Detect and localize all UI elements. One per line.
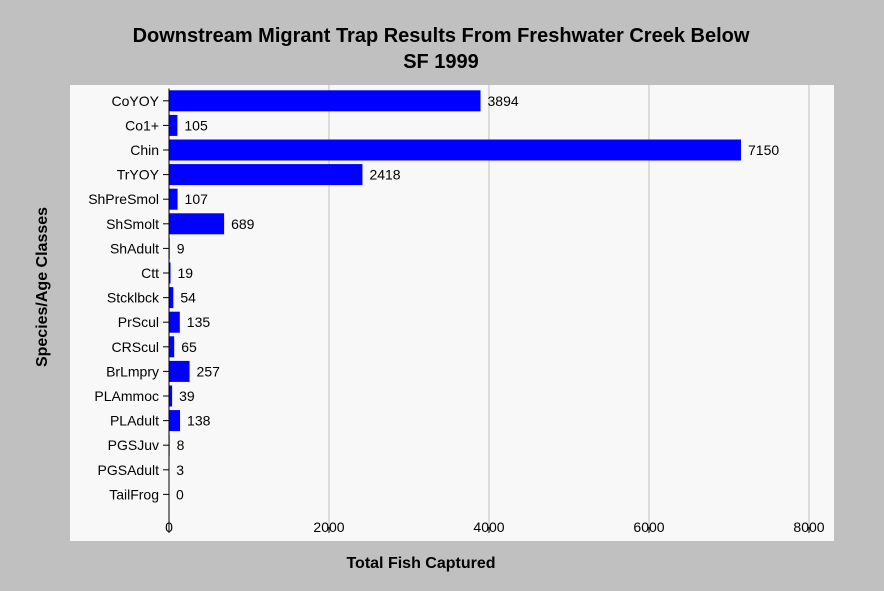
value-label: 65: [181, 339, 197, 355]
plot-area: [70, 85, 834, 541]
value-label: 3: [176, 462, 184, 478]
bar: [169, 311, 180, 333]
value-label: 8: [177, 437, 185, 453]
x-tick-label: 6000: [633, 519, 664, 535]
value-label: 689: [231, 216, 255, 232]
category-label: BrLmpry: [106, 363, 159, 379]
category-label: CRScul: [112, 339, 159, 355]
chart-title-line-2: SF 1999: [403, 51, 479, 73]
axes: [163, 88, 810, 533]
category-label: Co1+: [125, 117, 159, 133]
value-label: 3894: [488, 93, 519, 109]
bar: [169, 262, 171, 284]
category-label: Ctt: [141, 265, 159, 281]
bar: [169, 188, 178, 210]
bar: [169, 90, 481, 112]
bar: [169, 139, 741, 161]
bar: [169, 336, 175, 358]
chart-title-line-1: Downstream Migrant Trap Results From Fre…: [133, 25, 750, 47]
category-label: Stcklbck: [107, 290, 160, 306]
value-label: 107: [185, 191, 209, 207]
category-label: ShSmolt: [106, 216, 159, 232]
bar: [169, 114, 178, 136]
x-tick-label: 2000: [313, 519, 344, 535]
bars: [169, 90, 741, 481]
value-label: 0: [176, 486, 184, 502]
category-label: Chin: [130, 142, 159, 158]
value-label: 39: [179, 388, 195, 404]
category-label: ShAdult: [110, 240, 159, 256]
labels: 0 2000 4000 6000 8000 CoYOY 3894 Co1+ 105 Chin 715…: [88, 93, 825, 535]
category-label: CoYOY: [112, 93, 160, 109]
category-label: TailFrog: [109, 486, 159, 502]
category-label: PGSAdult: [98, 462, 160, 478]
category-label: PLAdult: [110, 413, 159, 429]
y-axis-title: Species/Age Classes: [34, 207, 51, 367]
bar: [169, 287, 174, 309]
x-tick-label: 4000: [473, 519, 504, 535]
category-label: PLAmmoc: [94, 388, 159, 404]
value-label: 54: [180, 290, 196, 306]
bar: [169, 360, 190, 382]
category-label: ShPreSmol: [88, 191, 159, 207]
category-label: PrScul: [118, 314, 159, 330]
value-label: 9: [177, 240, 185, 256]
value-label: 7150: [748, 142, 779, 158]
value-label: 135: [187, 314, 211, 330]
x-tick-label: 8000: [793, 519, 824, 535]
bar: [169, 164, 363, 186]
bar: [169, 410, 181, 432]
category-label: PGSJuv: [108, 437, 159, 453]
category-label: TrYOY: [117, 167, 160, 183]
value-label: 105: [184, 117, 208, 133]
value-label: 19: [178, 265, 194, 281]
bar: [169, 213, 225, 235]
bar: [169, 385, 173, 407]
x-tick-label: 0: [165, 519, 173, 535]
x-axis-title: Total Fish Captured: [346, 555, 495, 572]
value-label: 138: [187, 413, 211, 429]
value-label: 257: [197, 363, 221, 379]
value-label: 2418: [369, 167, 400, 183]
